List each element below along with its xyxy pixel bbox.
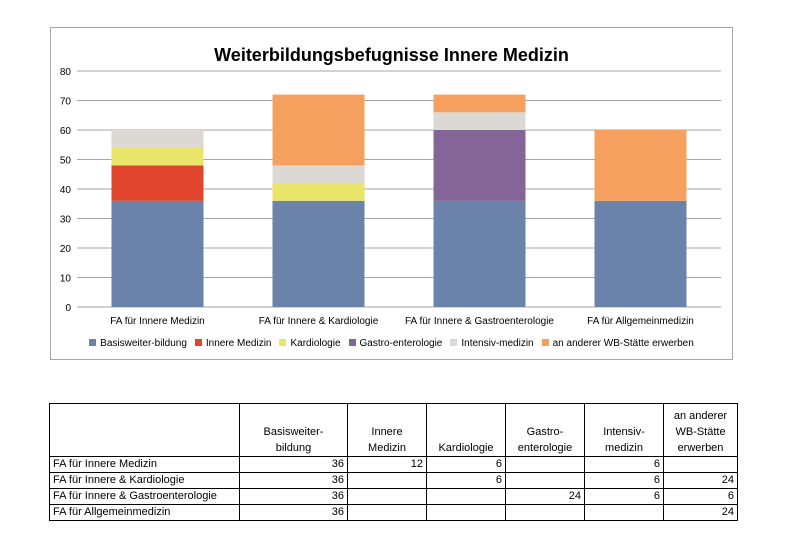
legend-swatch [348, 339, 356, 346]
table-cell [505, 456, 585, 473]
table-cell [347, 488, 427, 505]
legend-swatch [450, 339, 458, 346]
bar-segment [111, 147, 204, 166]
table-row-label: FA für Innere Medizin [49, 456, 240, 473]
bar-segment [594, 200, 687, 307]
legend-item: Kardiologie [279, 338, 341, 349]
table-header-cell: an anderer WB-Stätte erwerben [663, 403, 738, 457]
legend-swatch [89, 339, 97, 346]
bar-segment [272, 200, 365, 307]
table-cell [426, 488, 506, 505]
table-cell: 6 [663, 488, 738, 505]
legend-item: an anderer WB-Stätte erwerben [541, 338, 694, 349]
table-cell: 24 [663, 504, 738, 521]
y-tick-label: 40 [60, 185, 72, 196]
table-cell: 36 [239, 488, 348, 505]
bar-segment [272, 165, 365, 184]
table-cell: 6 [584, 456, 664, 473]
legend-item: Innere Medizin [194, 338, 272, 349]
bar-segment [433, 200, 526, 307]
table-header-cell: Basisweiter-bildung [239, 403, 348, 457]
table-cell: 6 [584, 472, 664, 489]
bar-segment [433, 112, 526, 130]
y-tick-label: 60 [60, 126, 72, 137]
table-cell [505, 472, 585, 489]
bar-segment [433, 94, 526, 113]
legend-label: Intensiv-medizin [461, 338, 534, 349]
table-cell [347, 472, 427, 489]
table-header-cell: Kardiologie [426, 403, 506, 457]
chart-title: Weiterbildungsbefugnisse Innere Medizin [214, 45, 569, 65]
table-cell: 6 [426, 472, 506, 489]
table-cell [505, 504, 585, 521]
table-header-cell [49, 403, 240, 457]
bar-segment [111, 200, 204, 307]
y-tick-label: 50 [60, 156, 72, 167]
table-cell [584, 504, 664, 521]
table-header-cell: Gastro-enterologie [505, 403, 585, 457]
table-cell [663, 456, 738, 473]
y-tick-label: 20 [60, 244, 72, 255]
table-cell: 36 [239, 504, 348, 521]
bar-segment [433, 130, 526, 201]
table-row-label: FA für Innere & Kardiologie [49, 472, 240, 489]
y-tick-label: 10 [60, 274, 72, 285]
legend-item: Gastro-enterologie [348, 338, 443, 349]
chart-frame: Weiterbildungsbefugnisse Innere Medizin … [50, 27, 733, 360]
legend-label: Innere Medizin [205, 338, 272, 349]
table-cell: 24 [663, 472, 738, 489]
legend-swatch [541, 339, 549, 346]
table-header-row: Basisweiter-bildung Innere Medizin Kardiolo… [49, 403, 738, 457]
table-cell: 36 [239, 472, 348, 489]
bar-segment [272, 183, 365, 201]
x-tick-label: FA für Innere & Kardiologie [259, 316, 379, 327]
table-header-cell: Intensiv-medizin [584, 403, 664, 457]
bar-segment [272, 94, 365, 166]
y-tick-label: 70 [60, 97, 72, 108]
y-tick-label: 80 [60, 67, 72, 78]
legend-item: Basisweiter-bildung [89, 338, 187, 349]
legend-label: Kardiologie [290, 338, 341, 349]
table-cell: 36 [239, 456, 348, 473]
table-row: FA für Innere & Gastroenterologie 36 24 6 6 [49, 488, 738, 505]
chart-plot: 0 10 20 30 40 50 60 70 80 FA für Innere Medizin FA… [60, 67, 721, 327]
table-row: FA für Innere & Kardiologie 36 6 6 24 [49, 472, 738, 489]
legend-label: an anderer WB-Stätte erwerben [552, 338, 694, 349]
table-row: FA für Allgemeinmedizin 36 24 [49, 504, 738, 521]
table-row: FA für Innere Medizin 36 12 6 6 [49, 456, 738, 473]
x-tick-label: FA für Allgemeinmedizin [587, 316, 694, 327]
bar-segment [111, 165, 204, 201]
table-cell [347, 504, 427, 521]
table-cell [426, 504, 506, 521]
table-row-label: FA für Innere & Gastroenterologie [49, 488, 240, 505]
y-tick-label: 30 [60, 215, 72, 226]
legend-label: Basisweiter-bildung [100, 338, 187, 349]
bar-segment [594, 130, 687, 201]
table-cell: 6 [426, 456, 506, 473]
legend-swatch [279, 339, 287, 346]
table-cell: 6 [584, 488, 664, 505]
table-header-cell: Innere Medizin [347, 403, 427, 457]
legend-label: Gastro-enterologie [359, 338, 443, 349]
y-tick-label: 0 [65, 303, 71, 314]
table-cell: 24 [505, 488, 585, 505]
data-table: Basisweiter-bildung Innere Medizin Kardiolo… [49, 403, 738, 521]
bar-segment [111, 130, 204, 148]
chart-legend: Basisweiter-bildung Innere Medizin Kardiol… [51, 338, 732, 349]
table-row-label: FA für Allgemeinmedizin [49, 504, 240, 521]
legend-swatch [194, 339, 202, 346]
x-tick-label: FA für Innere & Gastroenterologie [405, 316, 554, 327]
table-cell: 12 [347, 456, 427, 473]
x-tick-label: FA für Innere Medizin [110, 316, 205, 327]
legend-item: Intensiv-medizin [450, 338, 534, 349]
